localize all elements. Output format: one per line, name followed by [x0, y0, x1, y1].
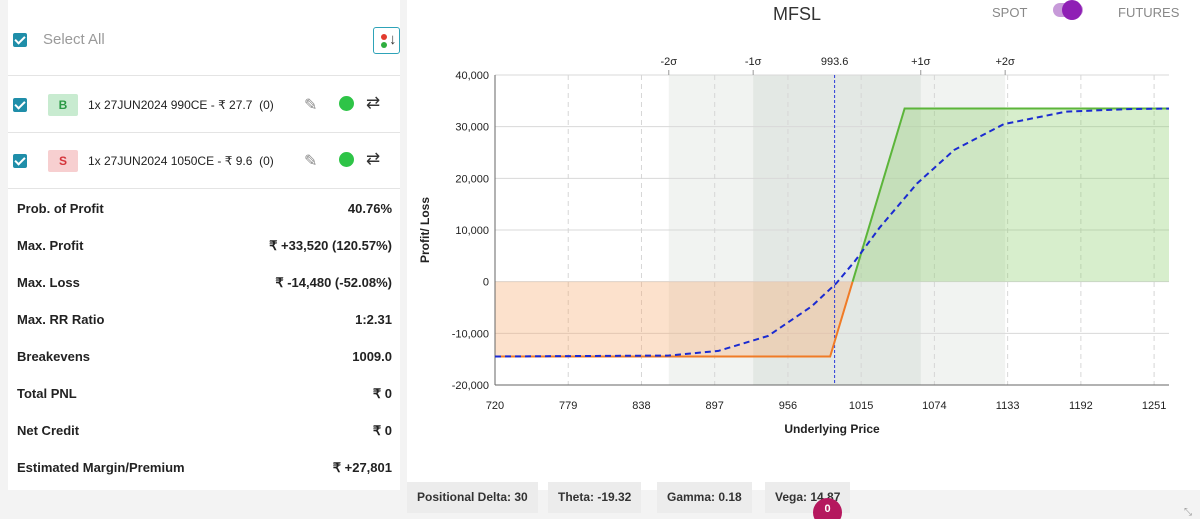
stat-label: Breakevens: [17, 349, 90, 364]
select-all-row: Select All ↓: [8, 0, 400, 76]
stat-value: ₹ 0: [372, 423, 392, 438]
stat-margin: Estimated Margin/Premium ₹ +27,801: [8, 449, 400, 486]
x-axis-label: Underlying Price: [784, 422, 880, 436]
y-tick-label: 30,000: [455, 122, 489, 134]
resize-icon[interactable]: ⤡: [1184, 507, 1192, 518]
stat-value: ₹ +27,801: [332, 460, 392, 475]
payoff-chart[interactable]: 40,000 30,000 20,000 10,000 0 -10,000 -20,000 7…: [407, 0, 1200, 480]
stat-value: ₹ 0: [372, 386, 392, 401]
leg-description: 1x 27JUN2024 1050CE - ₹ 9.6 (0): [88, 154, 274, 168]
x-tick-label: 1192: [1069, 400, 1093, 412]
loss-area: [495, 281, 853, 357]
status-dot-icon[interactable]: [339, 96, 354, 111]
theta: Theta: -19.32: [548, 482, 642, 513]
y-tick-label: 10,000: [455, 225, 489, 237]
x-tick-label: 1251: [1142, 400, 1166, 412]
stat-prob-profit: Prob. of Profit 40.76%: [8, 190, 400, 227]
sigma-label: +1σ: [911, 56, 931, 68]
sigma-label: +2σ: [995, 56, 1015, 68]
stat-value: ₹ -14,480 (-52.08%): [275, 275, 392, 290]
red-dot-icon: [381, 34, 387, 40]
payoff-chart-panel: 40,000 30,000 20,000 10,000 0 -10,000 -20,000 7…: [407, 0, 1200, 490]
y-tick-label: 0: [483, 277, 489, 289]
x-tick-label: 838: [632, 400, 650, 412]
sort-button[interactable]: ↓: [373, 27, 400, 54]
toggle-knob[interactable]: [1062, 0, 1082, 20]
x-tick-label: 897: [706, 400, 724, 412]
stat-label: Estimated Margin/Premium: [17, 460, 185, 475]
notification-badge[interactable]: 0: [813, 498, 842, 519]
stat-value: 1:2.31: [355, 312, 392, 327]
y-tick-label: 20,000: [455, 173, 489, 185]
stat-label: Net Credit: [17, 423, 80, 438]
swap-icon[interactable]: ⇄: [366, 149, 381, 168]
chart-title: MFSL: [772, 4, 821, 24]
x-tick-label: 720: [486, 400, 504, 412]
spot-label[interactable]: SPOT: [992, 5, 1028, 20]
sigma-label: -1σ: [745, 56, 762, 68]
stat-value: 40.76%: [347, 201, 392, 216]
x-tick-label: 956: [779, 400, 797, 412]
y-tick-label: -20,000: [452, 380, 489, 392]
x-tick-label: 1074: [922, 400, 946, 412]
sigma-label: -2σ: [660, 56, 677, 68]
stat-value: ₹ +33,520 (120.57%): [269, 238, 392, 253]
stat-label: Prob. of Profit: [17, 201, 104, 216]
stat-max-loss: Max. Loss ₹ -14,480 (-52.08%): [8, 264, 400, 301]
gamma: Gamma: 0.18: [657, 482, 752, 513]
buy-badge: B: [48, 94, 78, 116]
status-dot-icon[interactable]: [339, 152, 354, 167]
profit-area: [852, 108, 1169, 282]
sort-arrow-icon: ↓: [389, 31, 397, 48]
stat-rr-ratio: Max. RR Ratio 1:2.31: [8, 301, 400, 338]
sell-badge: S: [48, 150, 78, 172]
stat-label: Max. RR Ratio: [17, 312, 105, 327]
y-axis-label: Profit/ Loss: [418, 197, 432, 263]
leg-row: S 1x 27JUN2024 1050CE - ₹ 9.6 (0) ✎ ⇄: [8, 133, 400, 189]
positional-delta: Positional Delta: 30: [407, 482, 538, 513]
x-tick-label: 1015: [849, 400, 873, 412]
strategy-panel: Select All ↓ B 1x 27JUN2024 990CE - ₹ 27…: [8, 0, 400, 490]
edit-icon[interactable]: ✎: [304, 153, 318, 170]
stat-label: Total PNL: [17, 386, 77, 401]
stat-max-profit: Max. Profit ₹ +33,520 (120.57%): [8, 227, 400, 264]
leg-checkbox[interactable]: [13, 98, 27, 112]
x-tick-label: 779: [559, 400, 577, 412]
x-tick-label: 1133: [996, 400, 1020, 412]
leg-row: B 1x 27JUN2024 990CE - ₹ 27.7 (0) ✎ ⇄: [8, 77, 400, 133]
stat-net-credit: Net Credit ₹ 0: [8, 412, 400, 449]
y-tick-label: -10,000: [452, 328, 489, 340]
stat-value: 1009.0: [352, 349, 392, 364]
swap-icon[interactable]: ⇄: [366, 93, 381, 112]
leg-checkbox[interactable]: [13, 154, 27, 168]
futures-label[interactable]: FUTURES: [1118, 5, 1180, 20]
select-all-label: Select All: [43, 31, 105, 48]
stat-total-pnl: Total PNL ₹ 0: [8, 375, 400, 412]
leg-description: 1x 27JUN2024 990CE - ₹ 27.7 (0): [88, 98, 274, 112]
edit-icon[interactable]: ✎: [304, 97, 318, 114]
green-dot-icon: [381, 42, 387, 48]
expiry-payoff-profit-line: [851, 107, 1169, 282]
stat-label: Max. Profit: [17, 238, 84, 253]
stat-breakevens: Breakevens 1009.0: [8, 338, 400, 375]
y-tick-label: 40,000: [455, 70, 489, 82]
spot-label: 993.6: [821, 56, 849, 68]
stat-label: Max. Loss: [17, 275, 80, 290]
today-payoff-line: [494, 107, 1170, 358]
select-all-checkbox[interactable]: [13, 33, 27, 47]
